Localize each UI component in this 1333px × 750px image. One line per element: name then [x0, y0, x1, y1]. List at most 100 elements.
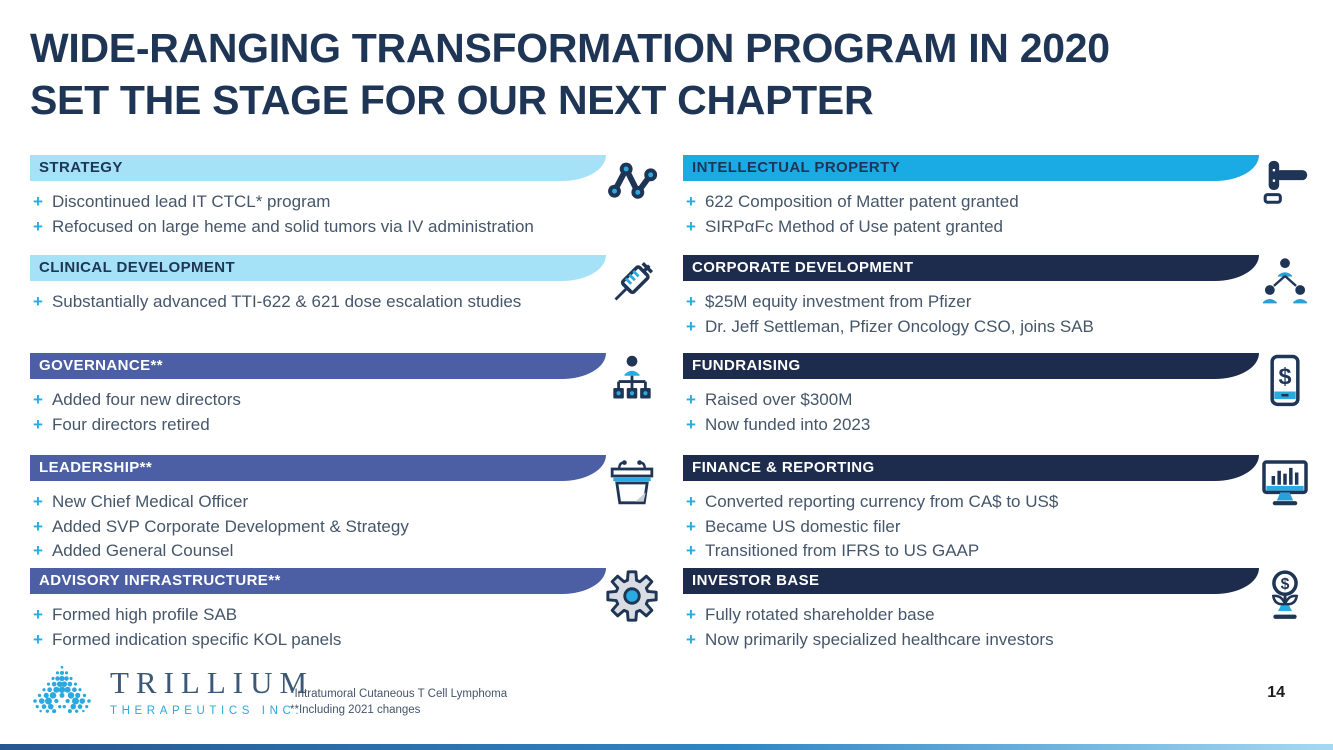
svg-text:$: $ — [1281, 576, 1290, 593]
plus-bullet-icon: + — [33, 629, 43, 649]
bullet-list: + New Chief Medical Officer + Added SVP Co… — [30, 490, 662, 564]
section-header-fundraising: FUNDRAISING — [683, 353, 1259, 379]
bullet-list: + Formed high profile SAB + Formed indicat… — [30, 603, 662, 652]
plus-bullet-icon: + — [33, 192, 43, 211]
list-item: + SIRPαFc Method of Use patent granted — [683, 215, 1315, 240]
bullet-text: Transitioned from IFRS to US GAAP — [704, 541, 980, 560]
section-title: INVESTOR BASE — [692, 572, 820, 589]
list-item: + Added SVP Corporate Development & Strat… — [30, 515, 662, 540]
plus-bullet-icon: + — [33, 605, 43, 624]
bullet-list: + Converted reporting currency from CA$ t… — [683, 490, 1315, 564]
section-header-strategy: STRATEGY — [30, 155, 606, 181]
section-advisory-infrastructure: ADVISORY INFRASTRUCTURE** + Formed high p… — [30, 568, 662, 652]
bullet-list: + Added four new directors + Four director… — [30, 388, 662, 437]
section-title: LEADERSHIP** — [39, 459, 153, 476]
bullet-text: Now primarily specialized healthcare inv… — [704, 629, 1054, 649]
section-title: STRATEGY — [39, 159, 123, 176]
section-header-investor-base: INVESTOR BASE — [683, 568, 1259, 594]
list-item: + Fully rotated shareholder base — [683, 603, 1315, 628]
org-chart-icon — [604, 353, 660, 409]
bullet-list: + Raised over $300M + Now funded into 2023 — [683, 388, 1315, 437]
list-item: + Formed high profile SAB — [30, 603, 662, 628]
section-corporate-development: CORPORATE DEVELOPMENT + $25M equity inves… — [683, 255, 1315, 339]
list-item: + Converted reporting currency from CA$ t… — [683, 490, 1315, 515]
section-header-clinical-development: CLINICAL DEVELOPMENT — [30, 255, 606, 281]
section-fundraising: FUNDRAISING $ + Raised over $300M + Now fu… — [683, 353, 1315, 437]
bullet-text: Became US domestic filer — [704, 516, 901, 536]
list-item: + Dr. Jeff Settleman, Pfizer Oncology CSO… — [683, 315, 1315, 340]
bullet-list: + Fully rotated shareholder base + Now pri… — [683, 603, 1315, 652]
bullet-list: + $25M equity investment from Pfizer + Dr.… — [683, 290, 1315, 339]
plus-bullet-icon: + — [686, 292, 696, 311]
list-item: + Raised over $300M — [683, 388, 1315, 413]
section-header-finance-reporting: FINANCE & REPORTING — [683, 455, 1259, 481]
page-number: 14 — [1267, 684, 1285, 701]
section-title: CORPORATE DEVELOPMENT — [692, 259, 914, 276]
list-item: + Transitioned from IFRS to US GAAP — [683, 539, 1315, 564]
monitor-chart-icon — [1257, 455, 1313, 511]
plus-bullet-icon: + — [686, 605, 696, 624]
plus-bullet-icon: + — [33, 414, 43, 434]
section-clinical-development: CLINICAL DEVELOPMENT + Substantially adva… — [30, 255, 662, 315]
section-header-advisory-infrastructure: ADVISORY INFRASTRUCTURE** — [30, 568, 606, 594]
section-finance-reporting: FINANCE & REPORTING + Converted reporting… — [683, 455, 1315, 564]
section-header-intellectual-property: INTELLECTUAL PROPERTY — [683, 155, 1259, 181]
podium-icon — [604, 455, 660, 511]
plus-bullet-icon: + — [33, 390, 43, 409]
bullet-text: Converted reporting currency from CA$ to… — [704, 492, 1059, 511]
section-strategy: STRATEGY + Discontinued lead IT CTCL* pro… — [30, 155, 662, 239]
company-subtitle: THERAPEUTICS INC. — [110, 705, 304, 717]
footnotes: *Intratumoral Cutaneous T Cell Lymphoma … — [290, 686, 507, 718]
list-item: + Formed indication specific KOL panels — [30, 628, 662, 653]
section-title: CLINICAL DEVELOPMENT — [39, 259, 236, 276]
list-item: + New Chief Medical Officer — [30, 490, 662, 515]
section-header-corporate-development: CORPORATE DEVELOPMENT — [683, 255, 1259, 281]
page-title-line1: WIDE-RANGING TRANSFORMATION PROGRAM IN 2… — [30, 25, 1110, 71]
section-title: FINANCE & REPORTING — [692, 459, 875, 476]
bullet-text: $25M equity investment from Pfizer — [704, 292, 972, 311]
plus-bullet-icon: + — [686, 216, 696, 236]
bullet-list: +622 Composition of Matter patent grante… — [683, 190, 1315, 239]
plus-bullet-icon: + — [686, 629, 696, 649]
plus-bullet-icon: + — [686, 316, 696, 336]
bullet-text: SIRPαFc Method of Use patent granted — [704, 216, 1003, 236]
bullet-text: New Chief Medical Officer — [51, 492, 249, 511]
bullet-text: Raised over $300M — [704, 390, 853, 409]
bullet-list: + Discontinued lead IT CTCL* program + Ref… — [30, 190, 662, 239]
footnote-1: *Intratumoral Cutaneous T Cell Lymphoma — [290, 688, 508, 700]
plus-bullet-icon: + — [686, 541, 696, 560]
list-item: + Now primarily specialized healthcare in… — [683, 628, 1315, 653]
people-network-icon — [1257, 255, 1313, 311]
section-investor-base: INVESTOR BASE $ + Fully rotated sharehold… — [683, 568, 1315, 652]
plus-bullet-icon: + — [33, 541, 43, 560]
section-title: INTELLECTUAL PROPERTY — [692, 159, 901, 176]
plus-bullet-icon: + — [33, 492, 43, 511]
footnote-2: **Including 2021 changes — [290, 704, 421, 716]
money-plant-icon: $ — [1257, 568, 1313, 624]
bullet-text: Added SVP Corporate Development & Strate… — [51, 516, 409, 536]
phone-dollar-icon: $ — [1257, 353, 1313, 409]
company-name: TRILLIUM — [110, 665, 315, 700]
company-wordmark: TRILLIUM THERAPEUTICS INC. — [110, 667, 314, 717]
bullet-text: Discontinued lead IT CTCL* program — [51, 192, 331, 211]
list-item: + Added four new directors — [30, 388, 662, 413]
list-item: + Added General Counsel — [30, 539, 662, 564]
bullet-text: Dr. Jeff Settleman, Pfizer Oncology CSO,… — [704, 316, 1094, 336]
bullet-text: Refocused on large heme and solid tumors… — [51, 216, 534, 236]
bullet-text: Substantially advanced TTI-622 & 621 dos… — [51, 292, 522, 311]
plus-bullet-icon: + — [686, 492, 696, 511]
plus-bullet-icon: + — [33, 516, 43, 536]
plus-bullet-icon: + — [33, 292, 43, 311]
trillium-flower-logo-icon — [33, 665, 91, 714]
syringe-icon — [604, 255, 660, 311]
plus-bullet-icon: + — [33, 216, 43, 236]
list-item: + Became US domestic filer — [683, 515, 1315, 540]
bullet-text: 622 Composition of Matter patent granted — [704, 192, 1019, 211]
gear-icon — [604, 568, 660, 624]
section-title: GOVERNANCE** — [39, 357, 163, 374]
plus-bullet-icon: + — [686, 414, 696, 434]
page-title: WIDE-RANGING TRANSFORMATION PROGRAM IN 2… — [30, 22, 1110, 127]
bullet-text: Added four new directors — [51, 390, 241, 409]
list-item: +622 Composition of Matter patent grante… — [683, 190, 1315, 215]
